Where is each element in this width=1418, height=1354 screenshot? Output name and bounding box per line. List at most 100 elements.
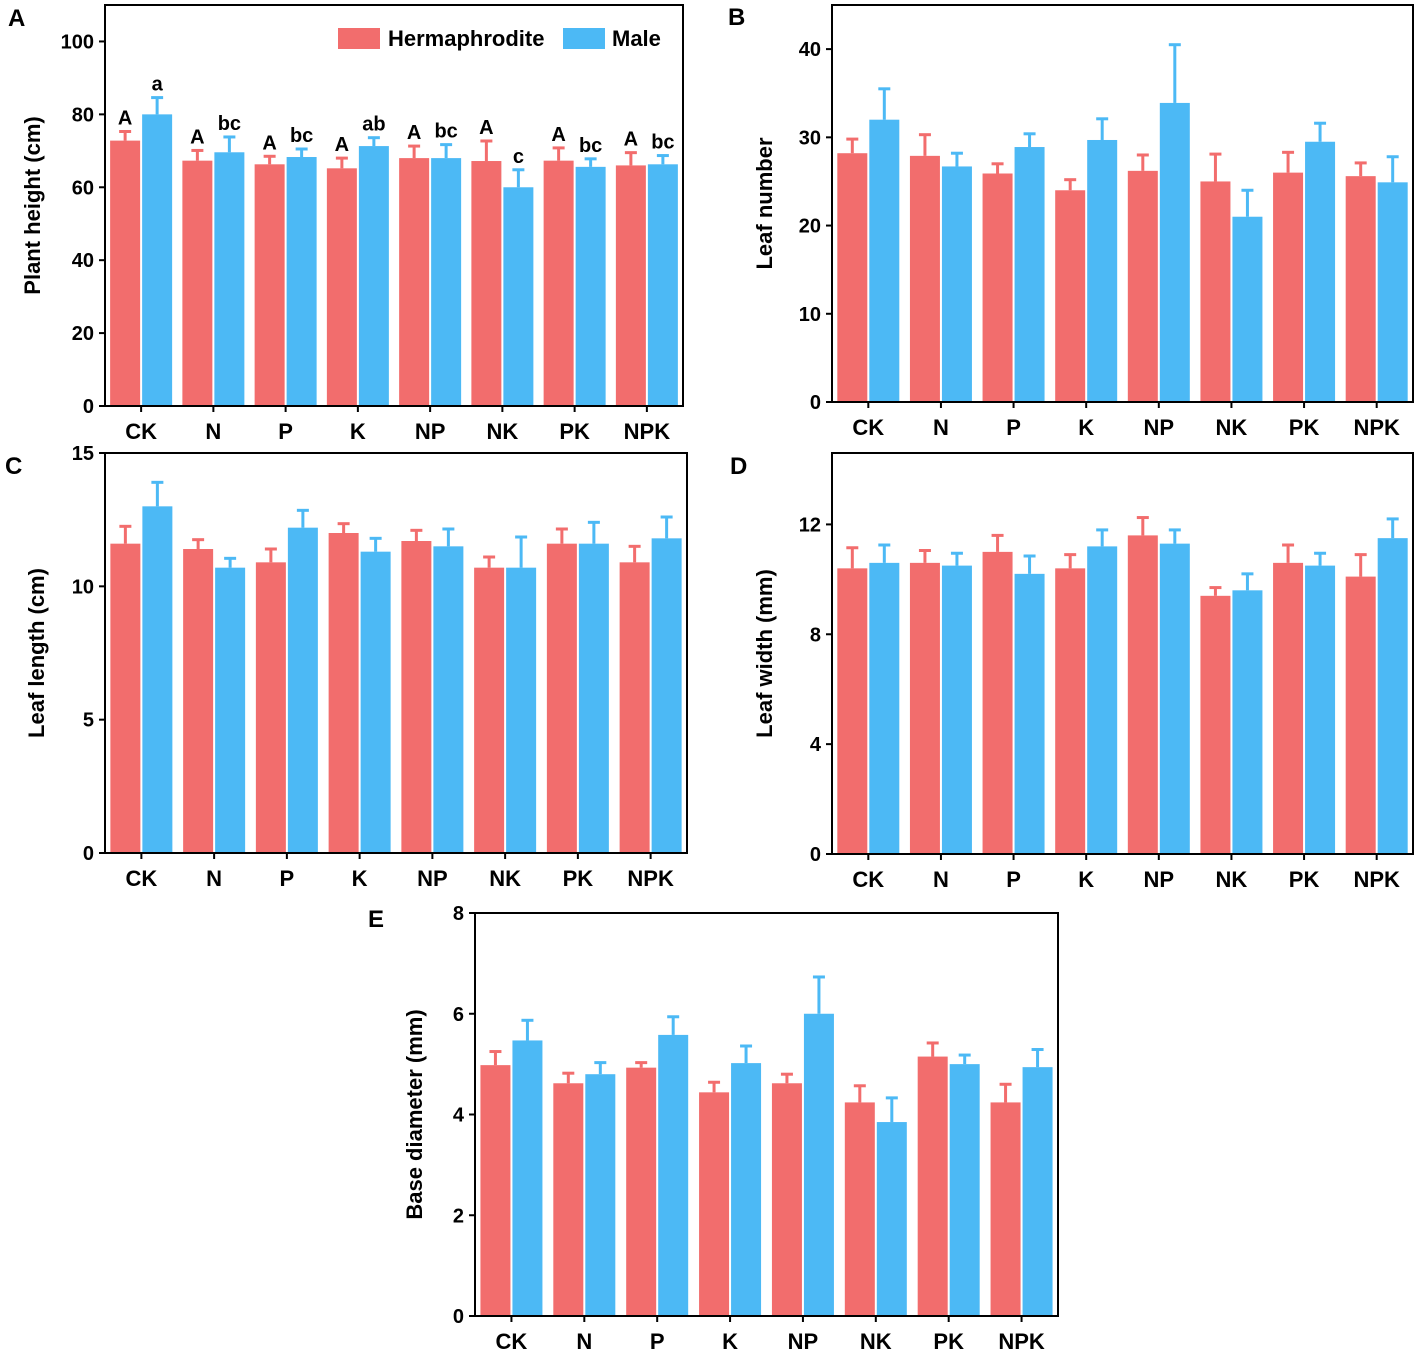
bar-hermaphrodite-nk	[1200, 595, 1231, 854]
x-tick-label: N	[205, 419, 221, 444]
x-tick-label: K	[1078, 867, 1094, 892]
chart-panel-a: A Aa CK Abc N A bc P Aab K A bc NP Ac NK A bc PK A bc NPK 0 20…	[8, 4, 684, 444]
y-tick-label: 100	[61, 31, 94, 53]
legend-label-hermaphrodite: Hermaphrodite	[388, 26, 544, 51]
bar-male-np	[1159, 102, 1190, 402]
bar-hermaphrodite-p	[982, 173, 1013, 402]
y-tick-label: 0	[453, 1306, 464, 1328]
y-tick-label: 0	[810, 392, 821, 414]
x-tick-label: PK	[1289, 867, 1320, 892]
bar-male-ck	[869, 562, 900, 854]
bar-male-pk	[578, 543, 609, 853]
bar-hermaphrodite-ck	[110, 543, 141, 853]
x-tick-label: NP	[1144, 867, 1175, 892]
bar-hermaphrodite-pk	[917, 1056, 948, 1316]
y-tick-label: 80	[72, 104, 94, 126]
bar-hermaphrodite-k	[1055, 190, 1086, 402]
significance-label: ab	[362, 114, 385, 136]
x-tick-label: NPK	[998, 1329, 1045, 1354]
y-tick-label: 0	[810, 844, 821, 866]
y-tick-label: 8	[453, 903, 464, 925]
bar-hermaphrodite-npk	[1345, 176, 1376, 402]
panel-letter: B	[728, 4, 745, 31]
y-tick-label: 10	[72, 576, 94, 598]
bar-male-np	[433, 546, 464, 853]
significance-label: bc	[434, 121, 457, 143]
x-tick-label: P	[280, 866, 295, 891]
x-tick-label: NK	[486, 419, 518, 444]
y-tick-label: 15	[72, 443, 94, 465]
bar-hermaphrodite-n	[909, 562, 940, 854]
bar-hermaphrodite-n	[909, 155, 940, 402]
y-tick-label: 40	[799, 39, 821, 61]
bar-hermaphrodite-p	[626, 1067, 657, 1316]
bar-hermaphrodite-pk	[543, 160, 574, 406]
x-tick-label: NPK	[624, 419, 671, 444]
bar-hermaphrodite-np	[771, 1083, 802, 1316]
bar-hermaphrodite-npk	[1345, 576, 1376, 854]
y-tick-label: 6	[453, 1004, 464, 1026]
plot-frame	[474, 912, 1059, 1317]
x-tick-label: N	[206, 866, 222, 891]
y-tick-label: 5	[83, 710, 94, 732]
significance-label: A	[262, 132, 276, 154]
bar-male-npk	[1377, 182, 1408, 402]
significance-label: bc	[290, 125, 313, 147]
significance-label: A	[479, 117, 493, 139]
significance-label: bc	[218, 113, 241, 135]
x-tick-label: PK	[933, 1329, 964, 1354]
x-tick-label: CK	[852, 415, 884, 440]
bar-hermaphrodite-ck	[480, 1065, 511, 1316]
bar-hermaphrodite-np	[401, 541, 432, 853]
significance-label: A	[407, 122, 421, 144]
x-tick-label: NK	[1216, 415, 1248, 440]
bar-hermaphrodite-p	[254, 164, 285, 406]
x-tick-label: P	[1006, 415, 1021, 440]
x-tick-label: CK	[125, 419, 157, 444]
x-tick-label: NP	[415, 419, 446, 444]
bar-male-k	[358, 146, 389, 406]
legend-swatch-hermaphrodite	[338, 28, 380, 49]
significance-label: bc	[579, 135, 602, 157]
bar-hermaphrodite-pk	[1273, 562, 1304, 854]
bar-hermaphrodite-npk	[615, 165, 646, 406]
x-tick-label: NPK	[1353, 415, 1400, 440]
y-axis-title: Base diameter (mm)	[402, 1009, 427, 1219]
significance-label: A	[190, 126, 204, 148]
bar-male-ck	[142, 114, 173, 406]
x-tick-label: CK	[496, 1329, 528, 1354]
bar-male-npk	[651, 538, 682, 853]
bar-male-nk	[1232, 216, 1263, 402]
y-tick-label: 4	[453, 1105, 465, 1127]
x-tick-label: PK	[563, 866, 594, 891]
x-tick-label: NK	[489, 866, 521, 891]
significance-label: A	[118, 107, 132, 129]
bar-hermaphrodite-p	[255, 562, 286, 853]
significance-label: c	[513, 146, 524, 168]
y-tick-label: 20	[72, 323, 94, 345]
bar-hermaphrodite-nk	[1200, 181, 1231, 402]
x-tick-label: P	[650, 1329, 665, 1354]
panel-letter: A	[8, 5, 25, 32]
y-tick-label: 12	[799, 514, 821, 536]
x-tick-label: CK	[125, 866, 157, 891]
y-tick-label: 2	[453, 1205, 464, 1227]
bar-hermaphrodite-k	[1055, 568, 1086, 854]
significance-label: bc	[651, 132, 674, 154]
significance-label: A	[624, 129, 638, 151]
bar-male-n	[941, 565, 972, 854]
legend-swatch-male	[563, 28, 605, 49]
bar-hermaphrodite-n	[553, 1083, 584, 1316]
bar-hermaphrodite-npk	[619, 562, 650, 853]
x-tick-label: CK	[852, 867, 884, 892]
y-tick-label: 0	[83, 843, 94, 865]
bar-hermaphrodite-nk	[474, 567, 505, 853]
bar-male-nk	[503, 187, 534, 406]
bar-hermaphrodite-nk	[844, 1102, 875, 1316]
bar-male-pk	[1305, 565, 1336, 854]
bar-male-p	[1014, 573, 1045, 854]
bar-male-np	[431, 158, 462, 406]
